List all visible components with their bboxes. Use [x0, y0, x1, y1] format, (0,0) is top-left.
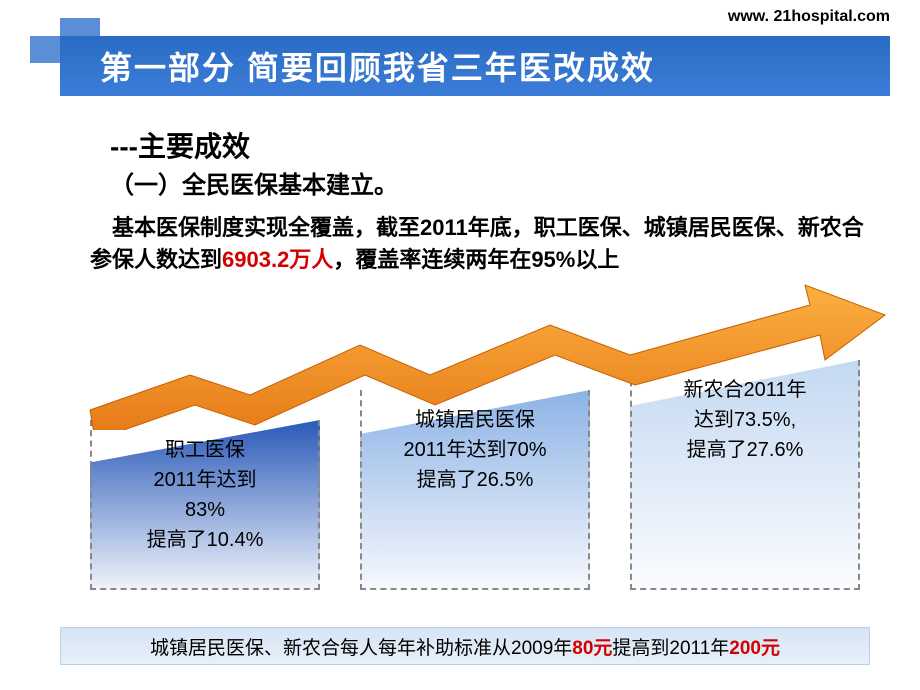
slide-title-bar: 第一部分 简要回顾我省三年医改成效	[60, 36, 890, 96]
subtitle-section: （一）全民医保基本建立。	[110, 165, 398, 200]
infographic-chart: 职工医保 2011年达到 83% 提高了10.4% 城镇居民医保 2011年达到…	[70, 310, 890, 590]
footer-p1: 城镇居民医保、新农合每人每年补助标准从2009年	[150, 633, 572, 660]
slide-title: 第一部分 简要回顾我省三年医改成效	[100, 43, 655, 89]
box3-line3: 提高了27.6%	[642, 435, 848, 465]
para-post: ，覆盖率连续两年在95%以上	[333, 247, 619, 272]
subtitle-main: ---主要成效	[110, 125, 250, 165]
box2-line2: 2011年达到70%	[372, 435, 578, 465]
footer-note: 城镇居民医保、新农合每人每年补助标准从2009年80元提高到2011年200元	[60, 627, 870, 665]
box1-line1: 职工医保	[102, 435, 308, 465]
footer-h2: 200元	[729, 633, 780, 660]
footer-p2: 提高到2011年	[612, 633, 729, 660]
box1-line2: 2011年达到	[102, 465, 308, 495]
box1-line4: 提高了10.4%	[102, 525, 308, 555]
body-paragraph: 基本医保制度实现全覆盖，截至2011年底，职工医保、城镇居民医保、新农合参保人数…	[90, 212, 870, 276]
website-url: www. 21hospital.com	[728, 8, 890, 26]
box1-line3: 83%	[102, 495, 308, 525]
stat-box-1: 职工医保 2011年达到 83% 提高了10.4%	[90, 420, 320, 590]
para-highlight: 6903.2万人	[222, 247, 333, 272]
footer-h1: 80元	[572, 633, 612, 660]
box2-line3: 提高了26.5%	[372, 465, 578, 495]
rising-arrow-icon	[70, 280, 890, 430]
